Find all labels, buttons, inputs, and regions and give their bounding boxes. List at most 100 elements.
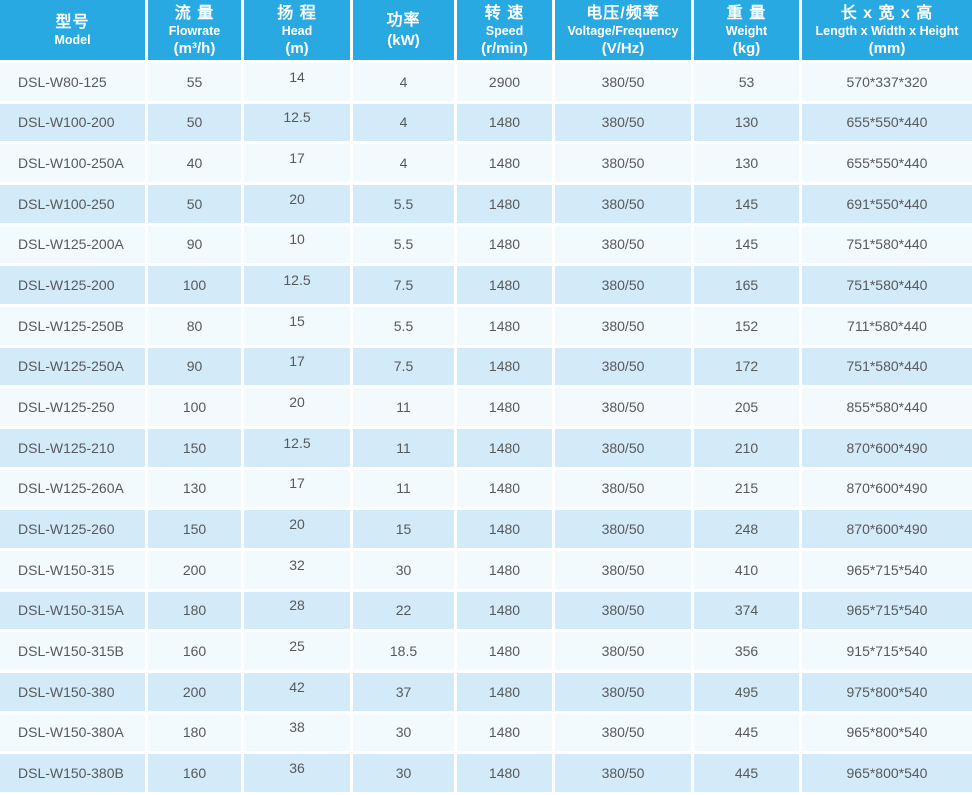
cell-model: DSL-W125-200	[0, 266, 145, 304]
cell-voltage: 380/50	[555, 185, 691, 223]
header-unit: (r/min)	[481, 39, 528, 57]
cell-dimensions: 870*600*490	[802, 429, 972, 467]
header-unit: (m³/h)	[173, 39, 216, 57]
cell-weight: 495	[694, 673, 799, 711]
cell-dimensions: 655*550*440	[802, 103, 972, 142]
column-header-model: 型号 Model	[0, 0, 145, 60]
cell-voltage: 380/50	[555, 713, 691, 752]
column-header-weight: 重 量 Weight (kg)	[694, 0, 799, 60]
cell-dimensions: 751*580*440	[802, 266, 972, 304]
cell-weight: 445	[694, 754, 799, 792]
cell-head: 20	[244, 185, 350, 223]
cell-head: 17	[244, 347, 350, 386]
column-header-speed: 转 速 Speed (r/min)	[457, 0, 552, 60]
header-en: Length x Width x Height	[815, 23, 959, 38]
cell-voltage: 380/50	[555, 591, 691, 630]
cell-dimensions: 855*580*440	[802, 388, 972, 426]
cell-speed: 1480	[457, 754, 552, 792]
cell-dimensions: 655*550*440	[802, 144, 972, 182]
cell-flowrate: 80	[148, 307, 241, 345]
cell-flowrate: 160	[148, 632, 241, 670]
cell-speed: 1480	[457, 673, 552, 711]
header-unit: (mm)	[868, 39, 906, 57]
header-en: Weight	[725, 23, 768, 38]
cell-model: DSL-W150-315	[0, 551, 145, 589]
cell-model: DSL-W125-250B	[0, 307, 145, 345]
cell-power: 11	[353, 469, 454, 508]
cell-flowrate: 130	[148, 469, 241, 508]
cell-flowrate: 40	[148, 144, 241, 182]
cell-voltage: 380/50	[555, 754, 691, 792]
cell-speed: 1480	[457, 469, 552, 508]
cell-head: 17	[244, 469, 350, 508]
header-zh: 扬 程	[277, 4, 317, 22]
cell-speed: 1480	[457, 551, 552, 589]
cell-model: DSL-W125-260A	[0, 469, 145, 508]
cell-dimensions: 965*715*540	[802, 551, 972, 589]
cell-power: 18.5	[353, 632, 454, 670]
cell-flowrate: 90	[148, 347, 241, 386]
cell-dimensions: 691*550*440	[802, 185, 972, 223]
header-en: Voltage/Frequency	[567, 23, 679, 38]
cell-model: DSL-W150-315A	[0, 591, 145, 630]
cell-power: 15	[353, 510, 454, 548]
cell-weight: 210	[694, 429, 799, 467]
cell-weight: 410	[694, 551, 799, 589]
cell-weight: 130	[694, 144, 799, 182]
cell-model: DSL-W100-250A	[0, 144, 145, 182]
cell-voltage: 380/50	[555, 429, 691, 467]
cell-weight: 205	[694, 388, 799, 426]
cell-power: 7.5	[353, 266, 454, 304]
cell-power: 4	[353, 103, 454, 142]
column-header-power: 功率 (kW)	[353, 0, 454, 60]
header-zh: 重 量	[726, 4, 767, 22]
cell-head: 12.5	[244, 266, 350, 304]
cell-head: 28	[244, 591, 350, 630]
cell-power: 5.5	[353, 307, 454, 345]
cell-dimensions: 965*800*540	[802, 754, 972, 792]
cell-weight: 145	[694, 185, 799, 223]
cell-speed: 1480	[457, 185, 552, 223]
cell-voltage: 380/50	[555, 225, 691, 264]
cell-model: DSL-W125-210	[0, 429, 145, 467]
cell-head: 12.5	[244, 429, 350, 467]
cell-model: DSL-W125-200A	[0, 225, 145, 264]
header-zh: 流 量	[174, 4, 215, 22]
cell-flowrate: 50	[148, 103, 241, 142]
cell-weight: 445	[694, 713, 799, 752]
cell-dimensions: 751*580*440	[802, 347, 972, 386]
cell-speed: 1480	[457, 225, 552, 264]
cell-model: DSL-W125-260	[0, 510, 145, 548]
cell-voltage: 380/50	[555, 103, 691, 142]
header-en: Head	[281, 23, 313, 38]
cell-speed: 1480	[457, 266, 552, 304]
column-header-dimensions: 长 x 宽 x 高 Length x Width x Height (mm)	[802, 0, 972, 60]
column-header-head: 扬 程 Head (m)	[244, 0, 350, 60]
cell-model: DSL-W100-200	[0, 103, 145, 142]
cell-head: 36	[244, 754, 350, 792]
cell-flowrate: 150	[148, 510, 241, 548]
cell-voltage: 380/50	[555, 144, 691, 182]
cell-power: 11	[353, 429, 454, 467]
cell-voltage: 380/50	[555, 673, 691, 711]
cell-model: DSL-W150-380	[0, 673, 145, 711]
header-unit: (V/Hz)	[601, 39, 645, 57]
cell-power: 11	[353, 388, 454, 426]
cell-power: 30	[353, 713, 454, 752]
cell-model: DSL-W80-125	[0, 63, 145, 101]
cell-flowrate: 90	[148, 225, 241, 264]
header-zh: 转 速	[484, 4, 525, 22]
cell-flowrate: 55	[148, 63, 241, 101]
cell-speed: 1480	[457, 591, 552, 630]
cell-flowrate: 180	[148, 591, 241, 630]
header-unit: (kg)	[732, 39, 761, 57]
header-zh: 电压/频率	[586, 4, 660, 22]
cell-model: DSL-W100-250	[0, 185, 145, 223]
cell-power: 22	[353, 591, 454, 630]
cell-power: 37	[353, 673, 454, 711]
cell-head: 32	[244, 551, 350, 589]
cell-power: 7.5	[353, 347, 454, 386]
cell-speed: 2900	[457, 63, 552, 101]
cell-voltage: 380/50	[555, 551, 691, 589]
cell-flowrate: 150	[148, 429, 241, 467]
